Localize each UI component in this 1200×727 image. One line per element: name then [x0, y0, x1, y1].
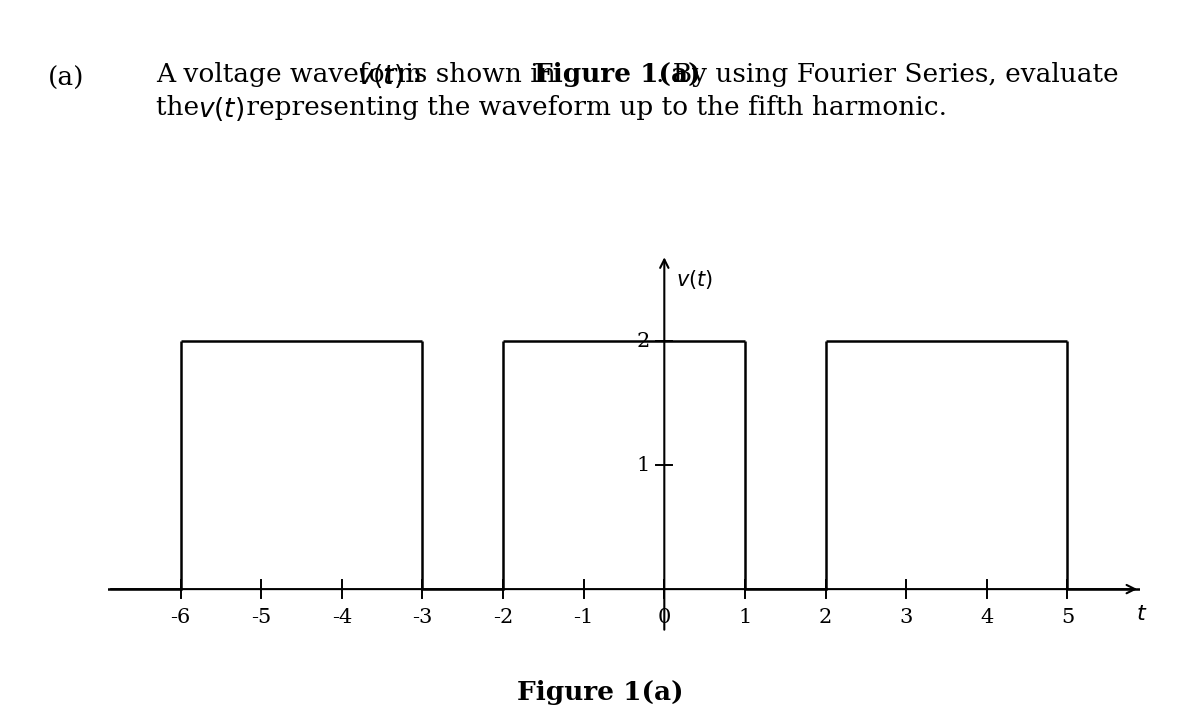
- Text: 1: 1: [738, 608, 751, 627]
- Text: -5: -5: [251, 608, 271, 627]
- Text: . By using Fourier Series, evaluate: . By using Fourier Series, evaluate: [656, 62, 1118, 87]
- Text: -1: -1: [574, 608, 594, 627]
- Text: is shown in: is shown in: [397, 62, 564, 87]
- Text: 2: 2: [636, 332, 650, 350]
- Text: 2: 2: [818, 608, 832, 627]
- Text: $v(t)$: $v(t)$: [356, 62, 403, 90]
- Text: $v(t)$: $v(t)$: [677, 268, 714, 291]
- Text: 5: 5: [1061, 608, 1074, 627]
- Text: -2: -2: [493, 608, 514, 627]
- Text: (a): (a): [48, 65, 84, 90]
- Text: the: the: [156, 95, 208, 119]
- Text: 3: 3: [900, 608, 913, 627]
- Text: -6: -6: [170, 608, 191, 627]
- Text: 4: 4: [980, 608, 994, 627]
- Text: Figure 1(a): Figure 1(a): [534, 62, 701, 87]
- Text: $t$: $t$: [1136, 604, 1147, 624]
- Text: $v(t)$: $v(t)$: [198, 95, 245, 123]
- Text: -3: -3: [413, 608, 433, 627]
- Text: Figure 1(a): Figure 1(a): [517, 680, 683, 705]
- Text: 1: 1: [636, 456, 650, 475]
- Text: -4: -4: [331, 608, 352, 627]
- Text: 0: 0: [658, 608, 671, 627]
- Text: representing the waveform up to the fifth harmonic.: representing the waveform up to the fift…: [239, 95, 947, 119]
- Text: A voltage waveform: A voltage waveform: [156, 62, 431, 87]
